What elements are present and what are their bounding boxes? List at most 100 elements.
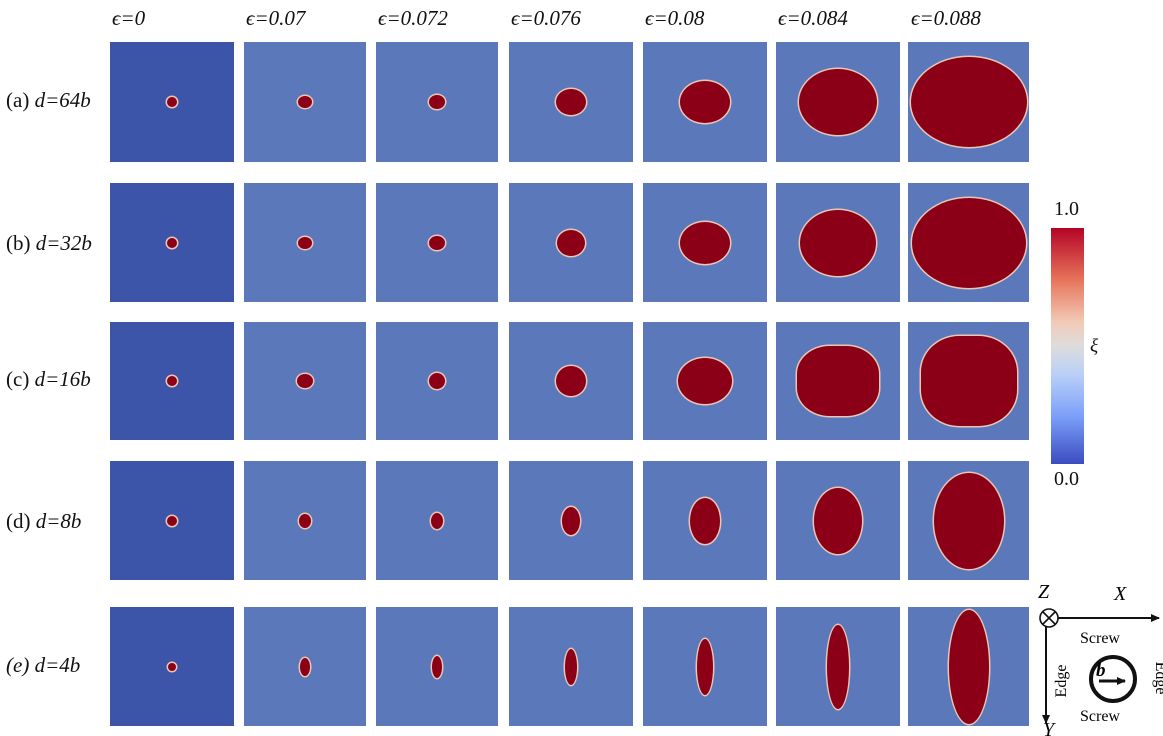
column-header-eps-0: ϵ=0 xyxy=(112,6,146,30)
column-header-eps-0.084: ϵ=0.084 xyxy=(778,6,848,30)
sim-panel xyxy=(776,461,900,580)
colorbar xyxy=(1051,228,1084,464)
sim-panel xyxy=(244,183,366,302)
row-label-b: (b) d=32b xyxy=(6,231,92,256)
row-spacing: d=8b xyxy=(35,509,82,533)
sim-panel xyxy=(376,42,498,162)
sim-panel xyxy=(509,42,633,162)
sim-panel xyxy=(643,183,767,302)
dislocation-loop xyxy=(429,235,445,250)
column-header-eps-0.072: ϵ=0.072 xyxy=(378,6,448,30)
sim-panel xyxy=(110,461,234,580)
dislocation-loop xyxy=(680,221,730,264)
sim-panel xyxy=(908,183,1029,302)
x-axis-label: X xyxy=(1113,583,1127,605)
row-label-d: (d) d=8b xyxy=(6,509,81,534)
dislocation-loop xyxy=(948,609,989,724)
dislocation-loop-icon xyxy=(1089,655,1137,703)
dislocation-loop xyxy=(933,472,1004,569)
sim-panel xyxy=(509,322,633,440)
dislocation-loop xyxy=(167,97,177,107)
sim-panel xyxy=(776,607,900,726)
sim-panel xyxy=(643,322,767,440)
dislocation-loop xyxy=(920,336,1017,426)
sim-panel xyxy=(110,607,234,726)
sim-panel xyxy=(908,322,1029,440)
dislocation-loop xyxy=(299,513,311,528)
dislocation-loop xyxy=(690,497,720,544)
dislocation-loop xyxy=(562,506,580,535)
dislocation-loop xyxy=(167,237,177,248)
dislocation-loop xyxy=(298,236,312,249)
row-prefix: (e) xyxy=(6,653,30,677)
sim-panel xyxy=(110,42,234,162)
sim-panel xyxy=(376,322,498,440)
colorbar-variable-label: ξ xyxy=(1090,336,1099,357)
sim-panel xyxy=(908,42,1029,162)
dislocation-loop xyxy=(697,638,713,695)
row-prefix: (b) xyxy=(6,231,31,255)
dislocation-loop xyxy=(167,376,177,386)
dislocation-loop xyxy=(678,358,732,404)
sim-panel xyxy=(643,607,767,726)
column-header-eps-0.088: ϵ=0.088 xyxy=(911,6,981,30)
row-label-c: (c) d=16b xyxy=(6,367,91,392)
dislocation-loop xyxy=(297,374,313,388)
z-axis-label: Z xyxy=(1038,581,1050,603)
colorbar-min-label: 0.0 xyxy=(1054,468,1079,490)
edge-left-label: Edge xyxy=(1053,665,1070,698)
sim-panel xyxy=(244,322,366,440)
row-spacing: d=32b xyxy=(35,231,92,255)
dislocation-loop xyxy=(432,655,442,678)
dislocation-loop xyxy=(910,57,1027,147)
row-prefix: (d) xyxy=(6,509,31,533)
sim-panel xyxy=(908,461,1029,580)
dislocation-loop xyxy=(800,209,876,276)
dislocation-loop xyxy=(556,366,586,396)
column-header-eps-0.08: ϵ=0.08 xyxy=(645,6,705,30)
column-header-eps-0.07: ϵ=0.07 xyxy=(246,6,306,30)
dislocation-loop xyxy=(556,89,586,115)
dislocation-loop xyxy=(680,81,730,123)
sim-panel xyxy=(110,183,234,302)
sim-panel xyxy=(643,461,767,580)
dislocation-loop xyxy=(298,96,312,108)
sim-panel xyxy=(776,42,900,162)
colorbar-max-label: 1.0 xyxy=(1054,198,1079,220)
sim-panel xyxy=(244,607,366,726)
sim-panel xyxy=(509,607,633,726)
dislocation-loop xyxy=(911,197,1026,288)
y-axis-label: Y xyxy=(1043,719,1056,736)
row-spacing: d=64b xyxy=(34,88,91,112)
sim-panel xyxy=(376,461,498,580)
row-prefix: (c) xyxy=(6,367,30,391)
dislocation-loop xyxy=(565,648,577,685)
dislocation-loop xyxy=(431,512,443,529)
screw-bottom-label: Screw xyxy=(1080,708,1120,725)
sim-panel xyxy=(776,183,900,302)
sim-panel xyxy=(776,322,900,440)
dislocation-loop xyxy=(797,346,879,416)
dislocation-loop xyxy=(557,229,585,256)
dislocation-loop xyxy=(168,662,176,671)
column-header-eps-0.076: ϵ=0.076 xyxy=(511,6,581,30)
edge-right-label: Edge xyxy=(1152,662,1163,695)
sim-panel xyxy=(244,42,366,162)
screw-top-label: Screw xyxy=(1080,630,1120,647)
sim-panel xyxy=(244,461,366,580)
sim-panel xyxy=(110,322,234,440)
dislocation-loop xyxy=(167,515,177,526)
sim-panel xyxy=(509,461,633,580)
sim-panel xyxy=(376,607,498,726)
dislocation-loop xyxy=(814,487,862,554)
row-label-a: (a) d=64b xyxy=(6,88,91,113)
dislocation-loop xyxy=(429,373,445,389)
sim-panel xyxy=(509,183,633,302)
dislocation-loop xyxy=(799,69,877,135)
burgers-vector-label: b xyxy=(1096,660,1106,681)
z-axis-out-of-plane-icon xyxy=(1039,608,1059,628)
dislocation-loop xyxy=(429,95,445,109)
sim-panel xyxy=(908,607,1029,726)
coordinate-system-legend: Z X Y Screw Screw Edge Edge b xyxy=(1038,581,1163,736)
sim-panel xyxy=(376,183,498,302)
